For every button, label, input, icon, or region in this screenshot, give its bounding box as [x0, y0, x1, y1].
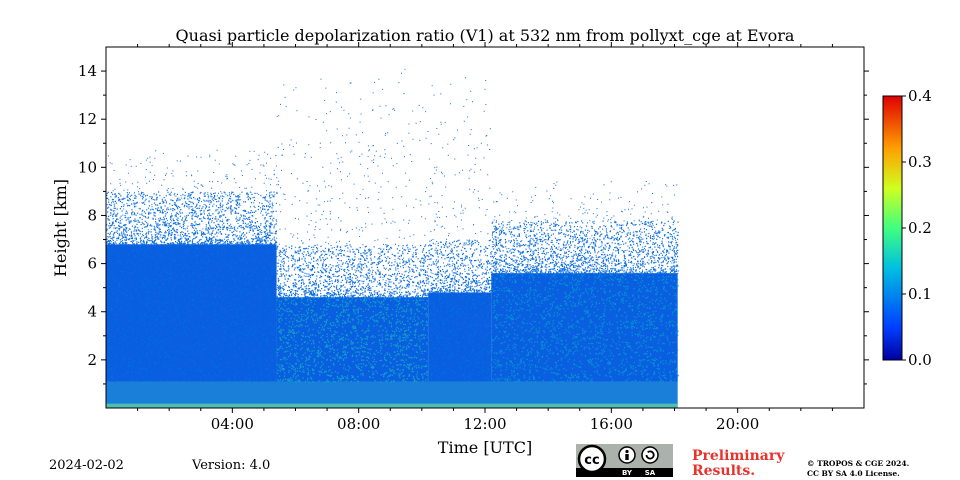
copyright-line-1: © TROPOS & CGE 2024. [807, 459, 910, 468]
y-tick-label: 2 [87, 351, 97, 369]
copyright-line-2: CC BY SA 4.0 License. [807, 469, 900, 478]
colorbar-tick-label: 0.1 [908, 285, 932, 303]
colorbar: 0.0 0.1 0.2 0.3 0.4 [882, 87, 932, 369]
results-text: Results. [692, 463, 756, 479]
signal-texture [428, 292, 493, 382]
x-tick-label: 12:00 [463, 415, 506, 433]
y-tick-label: 14 [78, 62, 97, 80]
y-tick-label: 4 [87, 303, 97, 321]
sparse-signal-speckle [428, 77, 493, 294]
cc-by-sa-badge[interactable]: cc BY SA [576, 444, 673, 477]
y-tick-label: 10 [78, 158, 97, 176]
plot-area [106, 47, 864, 408]
sparse-signal-speckle [491, 181, 679, 275]
colorbar-tick-label: 0.3 [908, 153, 932, 171]
colorbar-gradient [882, 95, 903, 361]
cc-sa-label: SA [645, 469, 656, 477]
boundary-layer-band [106, 381, 678, 408]
x-axis: 04:00 08:00 12:00 16:00 20:00 [137, 42, 833, 433]
signal-texture [106, 244, 278, 383]
near-ground-band [106, 403, 678, 408]
x-tick-label: 16:00 [590, 415, 633, 433]
preliminary-notice: Preliminary Results. [692, 449, 784, 479]
x-tick-label: 08:00 [337, 415, 380, 433]
y-tick-label: 8 [87, 206, 97, 224]
y-axis: 2 4 6 8 10 12 14 [78, 62, 869, 385]
colorbar-ticks: 0.0 0.1 0.2 0.3 0.4 [902, 87, 932, 369]
colorbar-tick-label: 0.4 [908, 87, 932, 105]
signal-texture [276, 297, 430, 383]
y-tick-label: 6 [87, 255, 97, 273]
chart-title: Quasi particle depolarization ratio (V1)… [176, 26, 795, 45]
x-axis-label: Time [UTC] [438, 438, 532, 457]
footer-date: 2024-02-02 [49, 458, 124, 473]
x-tick-label: 04:00 [211, 415, 254, 433]
cc-logo-icon [577, 444, 607, 474]
cc-by-label: BY [622, 469, 633, 477]
cc-logo-text: cc [584, 453, 599, 468]
sparse-signal-speckle [276, 68, 430, 299]
colorbar-tick-label: 0.2 [908, 219, 932, 237]
heatmap-layer [106, 68, 679, 408]
y-axis-label: Height [km] [51, 179, 70, 277]
x-tick-label: 20:00 [716, 415, 759, 433]
footer-version: Version: 4.0 [192, 458, 271, 473]
copyright-notice: © TROPOS & CGE 2024. CC BY SA 4.0 Licens… [807, 459, 909, 479]
y-tick-label: 12 [78, 110, 97, 128]
sa-share-alike-icon [641, 446, 659, 464]
preliminary-text: Preliminary [692, 448, 785, 464]
colorbar-tick-label: 0.0 [908, 351, 932, 369]
